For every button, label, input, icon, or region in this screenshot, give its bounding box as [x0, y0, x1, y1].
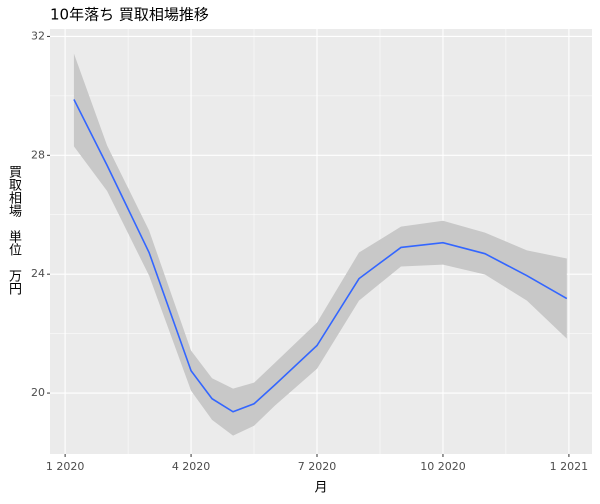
y-tick-label: 24: [31, 267, 45, 280]
y-tick-label: 20: [31, 386, 45, 399]
x-tick-label: 4 2020: [172, 460, 211, 473]
confidence-band: [73, 53, 567, 436]
x-tick-label: 1 2020: [46, 460, 85, 473]
x-tick-label: 7 2020: [298, 460, 337, 473]
y-tick-label: 28: [31, 148, 45, 161]
y-tick-label: 32: [31, 29, 45, 42]
y-axis-label: 買取相場 単位 万円: [6, 165, 21, 295]
smooth-line: [73, 99, 568, 413]
x-tick-label: 10 2020: [420, 460, 466, 473]
x-axis-label: 月: [314, 481, 327, 496]
chart-title: 10年落ち 買取相場推移: [50, 6, 209, 24]
x-tick-label: 1 2021: [550, 460, 589, 473]
plot-panel: [50, 29, 592, 454]
